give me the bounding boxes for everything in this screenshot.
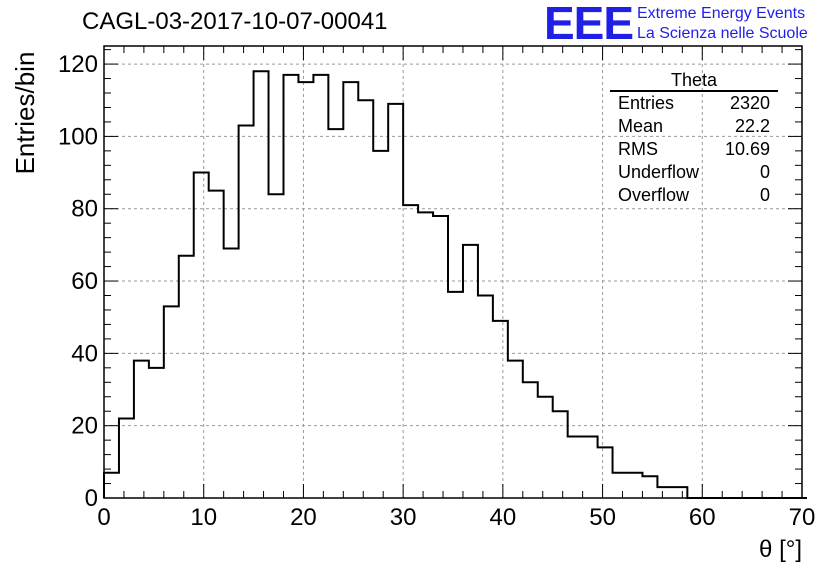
histogram-bin bbox=[598, 447, 613, 498]
logo-caption-line1: Extreme Energy Events bbox=[637, 5, 806, 22]
histogram-bin bbox=[254, 71, 269, 498]
histogram-bin bbox=[179, 256, 194, 498]
logo-caption-line2: La Scienza nelle Scuole bbox=[637, 25, 808, 42]
plot-frame bbox=[103, 45, 803, 499]
histogram-bin bbox=[313, 75, 328, 498]
x-tick-label: 20 bbox=[290, 504, 317, 531]
x-tick-label: 10 bbox=[190, 504, 217, 531]
stats-value: 0 bbox=[759, 162, 770, 182]
eee-logo: EEE bbox=[544, 0, 634, 49]
stats-label: Underflow bbox=[618, 162, 700, 182]
histogram-bin bbox=[343, 82, 358, 498]
histogram-bin bbox=[104, 473, 119, 498]
histogram-bin bbox=[328, 129, 343, 498]
histogram-bin bbox=[538, 397, 553, 498]
stats-row-rms: RMS 10.69 bbox=[610, 138, 778, 161]
histogram-bin bbox=[164, 306, 179, 498]
stats-value: 2320 bbox=[729, 93, 770, 113]
histogram-bin bbox=[613, 473, 628, 498]
histogram-bin bbox=[269, 194, 284, 498]
stats-label: RMS bbox=[618, 139, 658, 159]
stats-value: 22.2 bbox=[734, 116, 770, 136]
y-axis-label: Entries/bin bbox=[10, 52, 40, 175]
stats-box: Theta Entries 2320 Mean 22.2 RMS 10.69 Underfl… bbox=[610, 70, 778, 207]
histogram-bin bbox=[149, 368, 164, 498]
stats-row-underflow: Underflow 0 bbox=[610, 161, 778, 184]
plot-border bbox=[103, 45, 803, 499]
stats-row-overflow: Overflow 0 bbox=[610, 184, 778, 207]
histogram-series bbox=[103, 70, 807, 499]
histogram-bin bbox=[508, 361, 523, 498]
axis-ticks bbox=[103, 46, 803, 499]
histogram-bin bbox=[672, 487, 687, 498]
y-tick-label: 120 bbox=[58, 51, 98, 78]
histogram-bin bbox=[283, 75, 298, 498]
x-tick-label: 50 bbox=[589, 504, 616, 531]
histogram-bin bbox=[194, 173, 209, 498]
histogram-bin bbox=[657, 487, 672, 498]
y-tick-label: 20 bbox=[71, 413, 98, 440]
histogram-bin bbox=[448, 292, 463, 498]
grid-lines bbox=[104, 46, 802, 498]
y-tick-label: 80 bbox=[71, 196, 98, 223]
histogram-bin bbox=[583, 437, 598, 498]
histogram-bin bbox=[209, 191, 224, 498]
y-tick-label: 60 bbox=[71, 268, 98, 295]
tick-labels: 0 10 20 30 40 50 60 70 0 20 40 60 80 100 120 bbox=[58, 51, 815, 531]
histogram-bin bbox=[418, 212, 433, 498]
x-tick-label: 30 bbox=[390, 504, 417, 531]
histogram-bin bbox=[478, 296, 493, 498]
histogram-line bbox=[103, 70, 807, 499]
histogram-bin bbox=[358, 100, 373, 498]
y-tick-label: 100 bbox=[58, 123, 98, 150]
histogram-bin bbox=[119, 418, 134, 498]
histogram-bin bbox=[463, 245, 478, 498]
x-tick-label: 60 bbox=[689, 504, 716, 531]
stats-label: Mean bbox=[618, 116, 664, 136]
histogram-bin bbox=[298, 82, 313, 498]
histogram-bin bbox=[433, 216, 448, 498]
histogram-bin bbox=[523, 382, 538, 498]
x-tick-label: 0 bbox=[97, 504, 110, 531]
histogram-bin bbox=[388, 104, 403, 498]
y-tick-label: 0 bbox=[85, 485, 98, 512]
y-tick-label: 40 bbox=[71, 340, 98, 367]
stats-value: 0 bbox=[759, 185, 770, 205]
histogram-bin bbox=[628, 473, 643, 498]
histogram-bin bbox=[642, 476, 657, 498]
stats-label: Entries bbox=[618, 93, 675, 113]
histogram-bin bbox=[373, 151, 388, 498]
histogram-bin bbox=[403, 205, 418, 498]
x-axis-label: θ [°] bbox=[759, 536, 802, 563]
x-tick-label: 40 bbox=[490, 504, 517, 531]
chart-title: CAGL-03-2017-10-07-00041 bbox=[82, 8, 388, 35]
x-tick-label: 70 bbox=[789, 504, 816, 531]
histogram-bin bbox=[493, 321, 508, 498]
stats-row-entries: Entries 2320 bbox=[610, 92, 778, 115]
stats-value: 10.69 bbox=[724, 139, 770, 159]
stats-row-mean: Mean 22.2 bbox=[610, 115, 778, 138]
stats-label: Overflow bbox=[618, 185, 690, 205]
histogram-bin bbox=[239, 126, 254, 498]
histogram-bin bbox=[553, 411, 568, 498]
histogram-bin bbox=[224, 248, 239, 498]
stats-rows: Entries 2320 Mean 22.2 RMS 10.69 Underflow 0 Ove… bbox=[610, 92, 778, 207]
histogram-bin bbox=[134, 361, 149, 498]
histogram-bin bbox=[568, 437, 583, 498]
stats-title: Theta bbox=[610, 70, 778, 92]
logo-caption: Extreme Energy Events La Scienza nelle S… bbox=[637, 4, 808, 44]
